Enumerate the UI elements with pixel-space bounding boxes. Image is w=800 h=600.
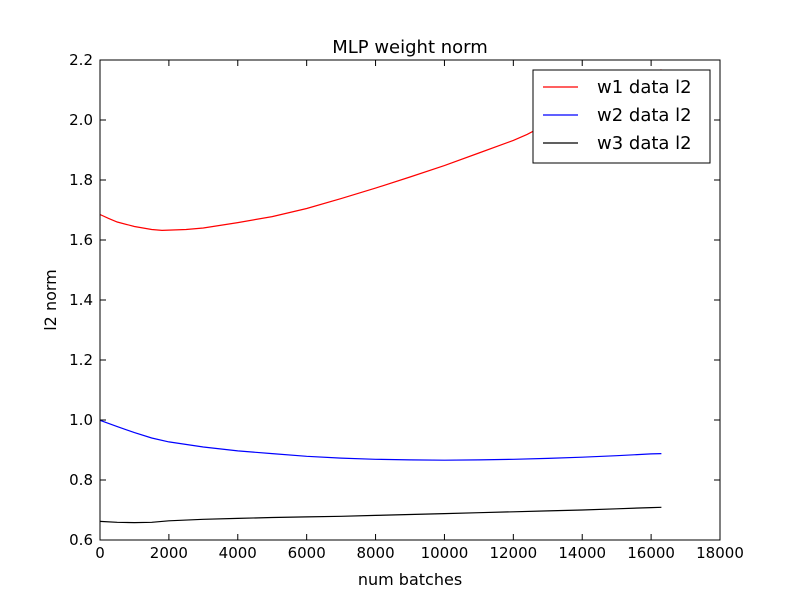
- legend: w1 data l2 w2 data l2 w3 data l2: [532, 69, 711, 164]
- y-tick-label: 2.2: [69, 51, 93, 69]
- x-tick-label: 12000: [489, 544, 537, 562]
- series-line-3: [99, 506, 662, 524]
- x-tick-label: 14000: [558, 544, 606, 562]
- legend-box: [532, 69, 711, 164]
- x-tick-label: 2000: [150, 544, 188, 562]
- y-tick-label: 1.2: [69, 351, 93, 369]
- y-tick-label: 1.6: [69, 231, 93, 249]
- x-tick-label: 8000: [356, 544, 394, 562]
- legend-label-3: w3 data l2: [597, 133, 692, 154]
- x-tick-label: 0: [95, 544, 105, 562]
- y-axis: 0.6 0.8 1.0 1.2 1.4 1.6 1.8 2.0 2.2: [69, 51, 720, 549]
- x-axis-label: num batches: [358, 570, 462, 589]
- x-tick-label: 16000: [627, 544, 675, 562]
- x-tick-label: 10000: [421, 544, 469, 562]
- x-tick-label: 18000: [696, 544, 744, 562]
- x-tick-label: 4000: [219, 544, 257, 562]
- x-axis: 0 2000 4000 6000 8000 10000 12000 14000 16000 180…: [95, 60, 744, 562]
- legend-label-1: w1 data l2: [597, 77, 692, 98]
- y-tick-label: 0.6: [69, 531, 93, 549]
- y-tick-label: 2.0: [69, 111, 93, 129]
- y-tick-label: 1.4: [69, 291, 93, 309]
- y-tick-label: 0.8: [69, 471, 93, 489]
- y-axis-label: l2 norm: [41, 269, 60, 331]
- y-tick-label: 1.0: [69, 411, 93, 429]
- series-line-2: [99, 419, 662, 461]
- chart-title: MLP weight norm: [332, 37, 488, 58]
- y-tick-label: 1.8: [69, 171, 93, 189]
- legend-label-2: w2 data l2: [597, 105, 692, 126]
- x-tick-label: 6000: [288, 544, 326, 562]
